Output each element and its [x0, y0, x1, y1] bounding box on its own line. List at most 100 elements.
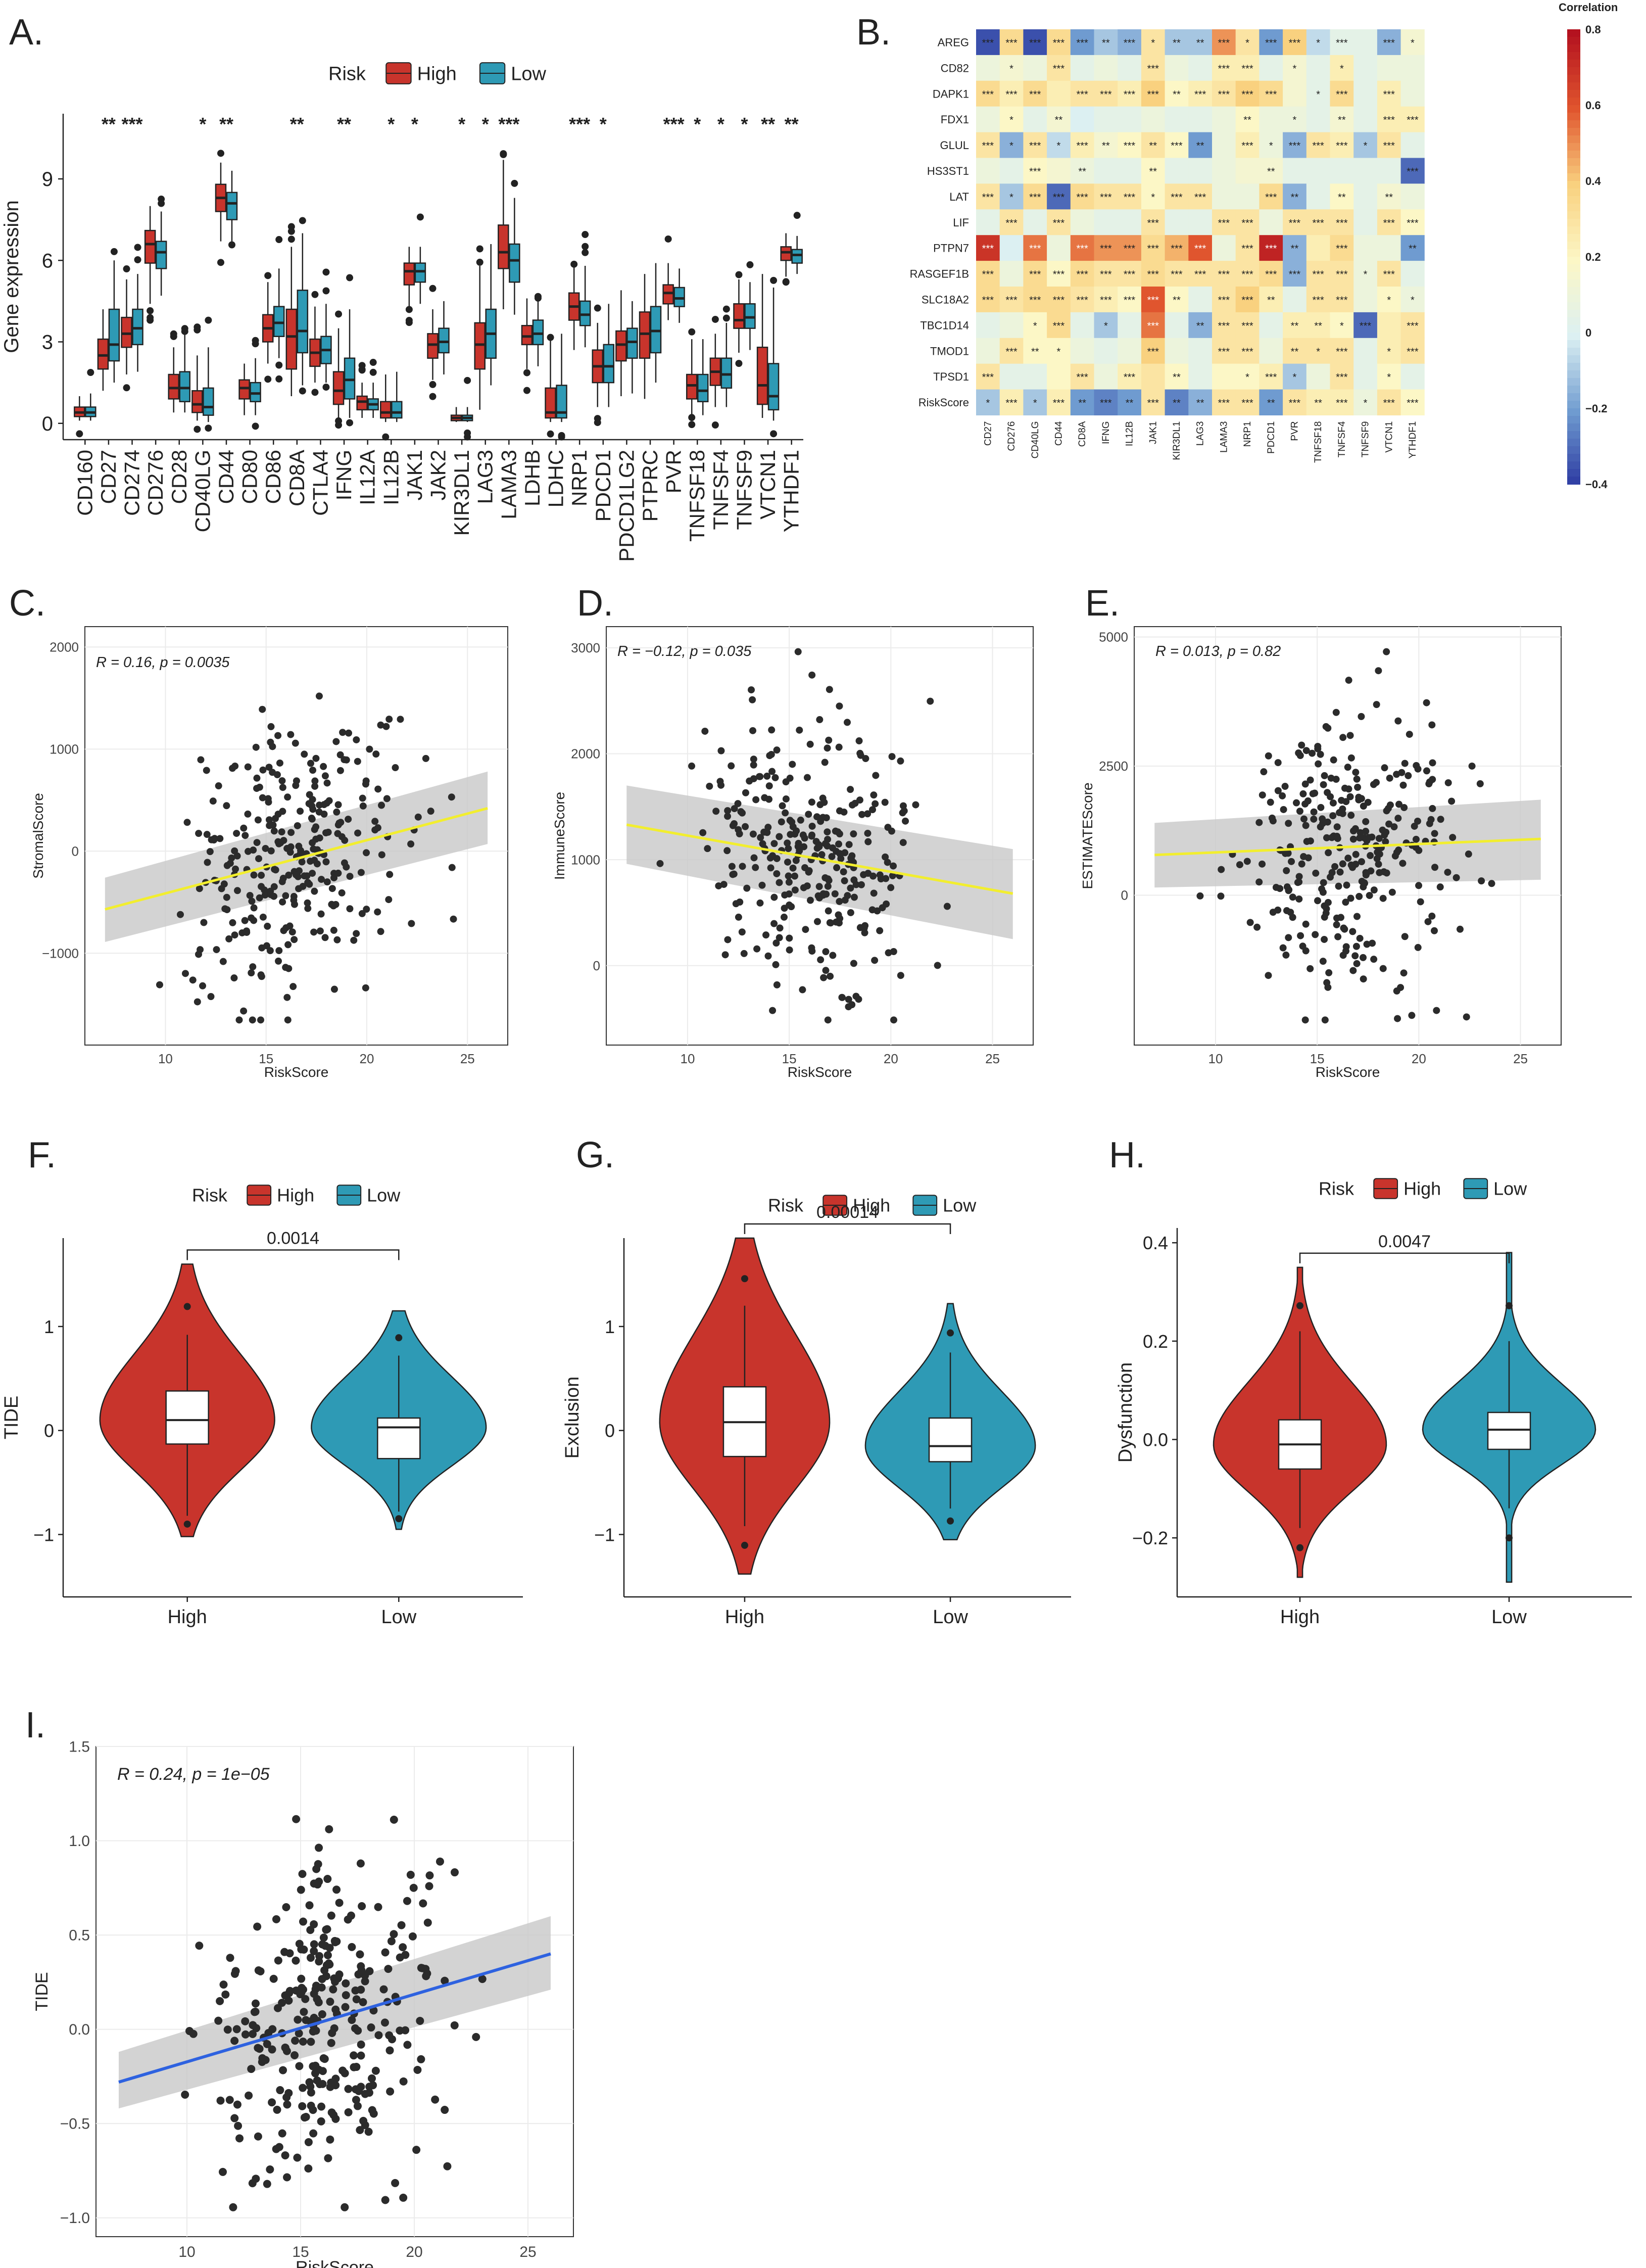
legend-label-low: Low [367, 1185, 401, 1206]
heat-star: * [1009, 192, 1013, 203]
heat-star: *** [1265, 269, 1277, 280]
x-tick-label: PDCD1 [591, 450, 615, 522]
heat-cell [1047, 158, 1071, 184]
data-point [1236, 861, 1243, 869]
data-point [808, 798, 815, 806]
heat-cell [1023, 106, 1047, 133]
heat-star: *** [1147, 218, 1159, 229]
heat-cell [1047, 29, 1071, 56]
col-label: PVR [1289, 421, 1300, 441]
data-point [450, 2021, 459, 2029]
heat-star: * [1316, 37, 1320, 49]
panel-label-a: A. [9, 12, 43, 53]
data-point [301, 872, 308, 880]
col-label: TNFSF4 [1337, 421, 1347, 457]
data-point [1394, 1015, 1401, 1022]
data-point [1449, 834, 1457, 841]
data-point [806, 740, 814, 748]
heat-cell [1400, 363, 1425, 390]
data-point [311, 782, 319, 790]
significance-label: ** [761, 114, 775, 134]
data-point [291, 936, 298, 943]
data-point [1382, 838, 1389, 845]
heat-star: *** [1171, 244, 1183, 255]
data-point [782, 809, 789, 817]
data-point [850, 893, 858, 901]
heat-cell [1353, 389, 1378, 415]
outlier-point [311, 389, 319, 396]
data-point [1333, 823, 1341, 831]
data-point [1255, 819, 1263, 826]
col-label: KIR3DL1 [1172, 421, 1182, 460]
data-point [786, 934, 793, 942]
heat-cell [1070, 287, 1094, 313]
data-point [299, 2037, 307, 2046]
heat-cell [1235, 80, 1260, 107]
data-point [345, 816, 352, 823]
data-point [1279, 944, 1287, 952]
data-point [353, 2102, 362, 2110]
heat-star: * [1245, 372, 1249, 383]
heat-star: *** [1076, 295, 1088, 306]
data-point [838, 994, 846, 1001]
significance-bracket [744, 1223, 951, 1234]
y-axis-title: Gene expression [1, 200, 23, 353]
data-point [1323, 834, 1330, 841]
outlier-point [711, 315, 719, 323]
heat-star: * [1009, 115, 1013, 126]
scale-segment [1567, 196, 1580, 204]
data-point [1386, 774, 1393, 782]
heat-cell [1235, 261, 1260, 287]
data-point [223, 2025, 232, 2034]
data-point [844, 719, 851, 726]
data-point [259, 794, 266, 801]
col-label: LAG3 [1195, 421, 1206, 446]
regression-line [1154, 837, 1541, 857]
data-point [1327, 873, 1334, 881]
data-point [295, 842, 303, 850]
data-point [214, 2016, 223, 2025]
outlier-point [183, 1303, 191, 1310]
data-point [765, 782, 773, 790]
data-point [1431, 864, 1439, 871]
data-point [341, 2003, 350, 2011]
heat-star: * [1364, 269, 1368, 280]
data-point [1349, 967, 1357, 974]
row-label: DAPK1 [933, 87, 969, 100]
data-point [306, 1926, 315, 1934]
heat-cell [1330, 287, 1354, 313]
scale-title: Correlation [1559, 1, 1618, 14]
outlier-point [158, 196, 165, 203]
heat-cell [1377, 312, 1401, 339]
data-point [330, 985, 338, 993]
data-point [231, 931, 238, 939]
data-point [785, 872, 792, 880]
heat-star: *** [982, 269, 994, 280]
data-point [385, 896, 393, 904]
heat-star: *** [1312, 218, 1324, 229]
data-point [309, 839, 316, 846]
heat-star: ** [1314, 398, 1322, 409]
data-point [1417, 898, 1424, 906]
heat-star: * [1269, 140, 1273, 152]
heat-cell [1188, 261, 1213, 287]
data-point [353, 736, 360, 743]
col-label: YTHDF1 [1408, 421, 1418, 459]
heat-cell [1047, 338, 1071, 364]
data-point [324, 1959, 333, 1968]
data-point [1299, 790, 1307, 797]
data-point [320, 2055, 329, 2063]
data-point [1362, 871, 1370, 879]
col-label: IL12B [1125, 421, 1135, 447]
outlier-point [476, 258, 483, 266]
data-point [278, 777, 286, 784]
data-point [359, 794, 366, 802]
data-point [704, 845, 711, 853]
data-point [274, 732, 282, 739]
data-point [753, 945, 761, 953]
data-point [729, 871, 737, 878]
data-point [837, 855, 845, 863]
heat-cell [1400, 209, 1425, 235]
scale-segment [1567, 67, 1580, 75]
scale-segment [1567, 431, 1580, 439]
